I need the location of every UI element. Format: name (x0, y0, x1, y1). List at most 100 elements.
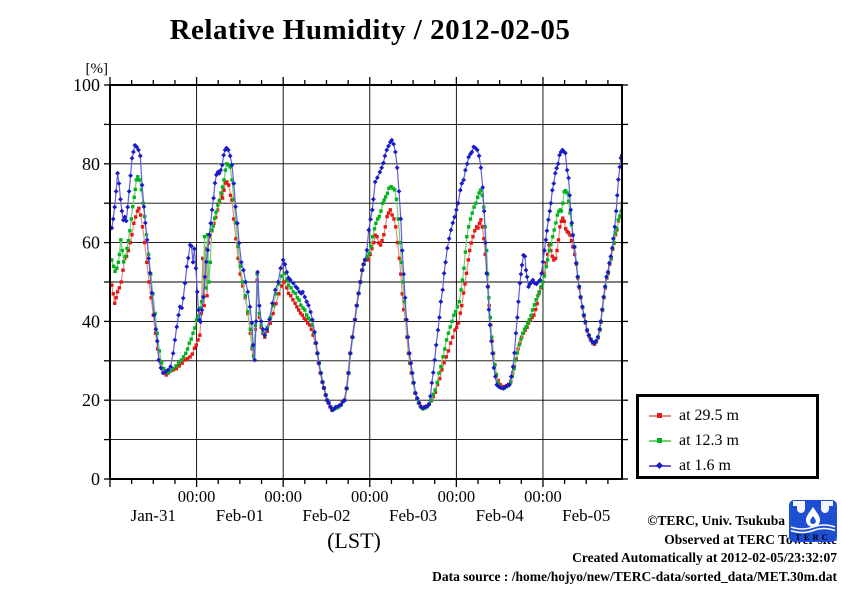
data-point (260, 326, 266, 332)
data-point (442, 361, 446, 365)
data-point (480, 193, 485, 198)
data-point (233, 204, 238, 210)
data-point (372, 179, 378, 185)
data-point (477, 191, 481, 195)
data-point (535, 279, 541, 285)
data-point (571, 244, 577, 250)
data-point (394, 225, 398, 229)
data-point (308, 309, 314, 315)
data-point (115, 266, 119, 270)
data-point (439, 365, 443, 369)
data-point (196, 338, 200, 342)
data-point (192, 246, 197, 252)
data-point (547, 208, 553, 214)
data-point (579, 304, 585, 310)
data-point (267, 317, 272, 322)
data-point (561, 201, 565, 205)
data-point (522, 327, 527, 331)
credits-block: ©TERC, Univ. Tsukuba Observed at TERC To… (432, 512, 837, 586)
data-point (225, 147, 231, 153)
data-point (234, 220, 240, 226)
data-point (430, 370, 436, 376)
data-point (565, 191, 569, 195)
data-point (194, 318, 199, 322)
data-point (246, 309, 250, 314)
data-point (306, 316, 311, 320)
data-point (567, 192, 573, 198)
data-point (526, 321, 530, 326)
data-point (433, 342, 439, 348)
data-point (280, 284, 284, 288)
data-point (455, 305, 460, 309)
data-point (177, 364, 181, 368)
data-point (264, 326, 269, 332)
data-point (153, 326, 159, 332)
data-point (232, 217, 236, 221)
data-point (457, 300, 461, 304)
data-point (184, 264, 190, 270)
data-point (612, 240, 616, 245)
data-point (599, 307, 605, 312)
data-point (222, 178, 226, 182)
data-point (227, 183, 231, 187)
data-point (517, 343, 521, 347)
data-point (429, 380, 435, 386)
data-point (486, 307, 492, 312)
data-point (126, 188, 132, 194)
data-point (549, 242, 553, 247)
data-point (180, 361, 184, 365)
data-point (328, 404, 333, 410)
data-point (524, 325, 528, 329)
data-point (374, 221, 378, 225)
data-point (444, 245, 450, 251)
data-point (135, 209, 140, 213)
data-point (190, 352, 194, 356)
data-point (118, 196, 123, 202)
data-point (437, 315, 442, 320)
legend-marker-blue (649, 461, 671, 471)
data-point (381, 160, 386, 166)
data-point (569, 220, 575, 226)
data-point (618, 214, 622, 218)
data-point (448, 341, 453, 345)
data-point (615, 177, 621, 182)
data-point (245, 289, 251, 295)
data-point (427, 393, 433, 399)
data-point (483, 252, 487, 257)
data-point (257, 311, 262, 316)
data-point (162, 366, 166, 371)
data-point (539, 270, 544, 276)
data-point (438, 299, 444, 305)
data-point (202, 234, 207, 239)
data-point (385, 191, 390, 196)
data-point (555, 161, 561, 167)
data-point (392, 188, 397, 192)
data-point (547, 248, 552, 253)
data-point (437, 371, 441, 375)
data-point (164, 373, 168, 377)
data-point (598, 319, 604, 324)
data-point (367, 251, 371, 255)
data-point (142, 220, 148, 226)
data-point (474, 147, 480, 153)
data-point (357, 279, 363, 285)
data-point (527, 318, 531, 322)
data-point (382, 233, 386, 237)
data-point (476, 153, 482, 159)
data-point (216, 203, 220, 207)
data-point (401, 271, 407, 277)
data-point (433, 388, 437, 392)
data-point (277, 292, 281, 296)
data-point (121, 268, 125, 272)
data-point (466, 225, 471, 229)
data-point (379, 209, 383, 213)
data-point (130, 233, 134, 237)
data-point (556, 238, 561, 242)
data-point (222, 188, 226, 192)
data-point (149, 296, 153, 300)
data-point (401, 307, 406, 312)
data-point (155, 331, 159, 335)
data-point (229, 162, 235, 168)
data-point (136, 147, 141, 153)
data-point (385, 214, 389, 219)
